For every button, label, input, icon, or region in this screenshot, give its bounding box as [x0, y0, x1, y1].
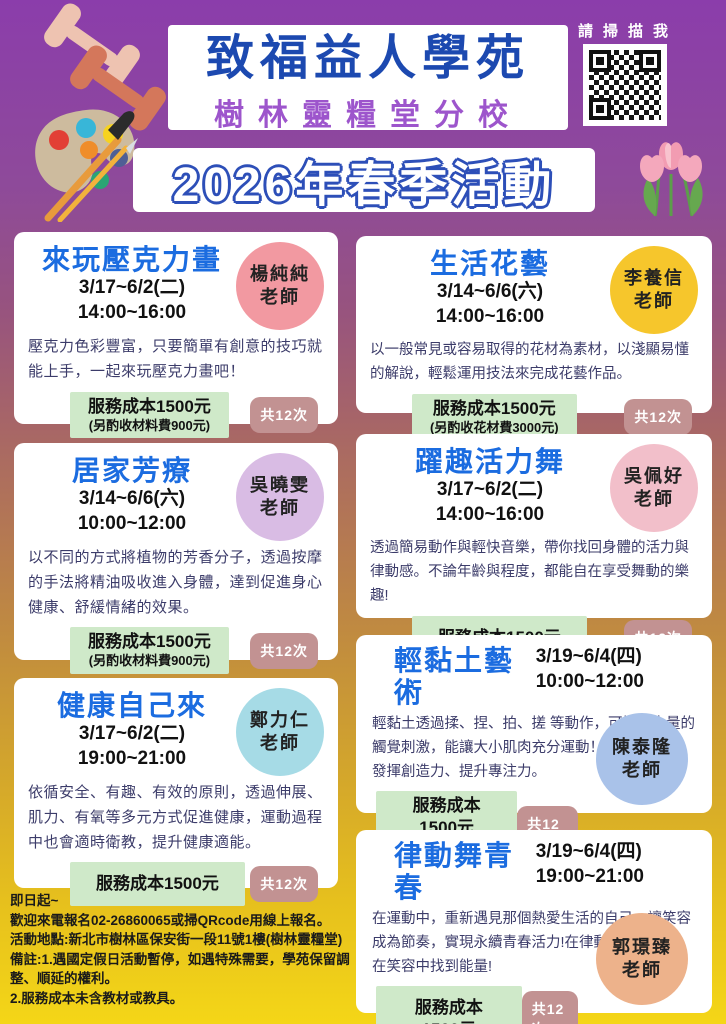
footer-line: 即日起~ — [10, 893, 59, 908]
qr-code — [583, 44, 667, 126]
course-time: 19:00~21:00 — [77, 747, 187, 769]
teacher-name: 楊純純 — [250, 263, 310, 284]
cost-box: 服務成本1500元 (另酌收材料費900元) — [70, 627, 229, 675]
footer-line: 活動地點:新北市樹林區保安街一段11號1樓(樹林靈糧堂) — [10, 932, 343, 948]
course-title: 律動舞青春 — [394, 840, 515, 904]
footer-line: 歡迎來電報名02-26860065或掃QRcode用線上報名。 — [10, 912, 331, 928]
course-time: 10:00~12:00 — [77, 512, 187, 534]
teacher-badge: 楊純純 老師 — [236, 242, 324, 330]
season-title-box: 2026年春季活動 — [133, 148, 595, 212]
scan-me-label: 請掃描我 — [578, 23, 679, 40]
course-time: 19:00~21:00 — [535, 865, 644, 887]
course-time: 10:00~12:00 — [535, 670, 644, 692]
dumbbell-icon — [70, 45, 166, 131]
course-description: 依循安全、有趣、有效的原則，透過伸展、肌力、有氧等多元方式促進健康，運動過程中也… — [28, 784, 323, 851]
course-date: 3/14~6/6(六) — [78, 488, 186, 510]
course-card-home-aromatherapy: 居家芳療 3/14~6/6(六) 10:00~12:00 吳曉雯 老師 以不同的… — [14, 443, 338, 675]
course-date: 3/19~6/4(四) — [535, 646, 642, 667]
qr-finder-icon — [589, 98, 611, 120]
course-description: 透過簡易動作與輕快音樂，帶你找回身體的活力與律動感。不論年齡與程度，都能自在享受… — [370, 540, 689, 604]
course-title: 躍趣活力舞 — [414, 446, 565, 477]
qr-finder-icon — [589, 50, 611, 72]
cost-amount: 服務成本1500元 — [414, 998, 483, 1024]
course-title: 居家芳療 — [71, 455, 192, 486]
course-description: 壓克力色彩豐富，只要簡單有創意的技巧就能上手，一起來玩壓克力畫吧！ — [28, 338, 323, 380]
course-card-rhythm-youth-dance: 律動舞青春 3/19~6/4(四) 19:00~21:00 在運動中，重新遇見那… — [356, 830, 712, 1024]
tulip-icon — [640, 142, 703, 217]
course-time: 14:00~16:00 — [77, 301, 187, 323]
teacher-suffix: 老師 — [622, 960, 662, 980]
teacher-name: 陳泰隆 — [612, 736, 672, 757]
course-date: 3/17~6/2(二) — [436, 479, 544, 501]
teacher-name: 郭璟臻 — [612, 936, 672, 957]
teacher-name: 李養信 — [624, 267, 684, 288]
school-name: 致福益人學苑 — [205, 32, 530, 85]
cost-note: (另酌收材料費900元) — [88, 653, 211, 669]
teacher-suffix: 老師 — [260, 733, 300, 753]
sessions-badge: 共12次 — [521, 991, 578, 1024]
cost-box: 服務成本1500元 (另酌收花材費3000元) — [412, 393, 577, 441]
course-date: 3/14~6/6(六) — [436, 281, 544, 303]
sessions-badge: 共12次 — [250, 396, 318, 433]
teacher-suffix: 老師 — [634, 291, 674, 311]
teacher-name: 吳曉雯 — [250, 474, 310, 495]
course-date: 3/17~6/2(二) — [78, 277, 186, 299]
course-datetime: 3/19~6/4(四) 19:00~21:00 — [536, 840, 644, 889]
teacher-name: 鄭力仁 — [250, 709, 310, 730]
course-datetime: 3/19~6/4(四) 10:00~12:00 — [536, 645, 644, 694]
teacher-suffix: 老師 — [260, 498, 300, 518]
cost-note: (另酌收花材費3000元) — [430, 419, 559, 435]
course-date: 3/19~6/4(四) — [535, 841, 642, 862]
qr-finder-icon — [639, 50, 661, 72]
sessions-badge: 共12次 — [250, 866, 318, 903]
teacher-badge: 李養信 老師 — [610, 246, 698, 334]
cost-box: 服務成本1500元 (另酌收材料費900元) — [70, 391, 229, 439]
course-title: 來玩壓克力畫 — [41, 244, 222, 275]
course-card-clay-art: 輕黏土藝術 3/19~6/4(四) 10:00~12:00 輕黏土透過揉、捏、拍… — [356, 635, 712, 878]
course-card-health-diy: 健康自己來 3/17~6/2(二) 19:00~21:00 鄭力仁 老師 依循安… — [14, 678, 338, 907]
sessions-badge: 共12次 — [624, 399, 692, 436]
teacher-badge: 郭璟臻 老師 — [596, 913, 688, 1005]
sessions-badge: 共12次 — [250, 632, 318, 669]
course-card-flower-art: 生活花藝 3/14~6/6(六) 14:00~16:00 李養信 老師 以一般常… — [356, 236, 712, 441]
footer-notes: 即日起~ 歡迎來電報名02-26860065或掃QRcode用線上報名。 活動地… — [10, 891, 360, 1008]
teacher-badge: 吳佩好 老師 — [610, 444, 698, 532]
course-description: 以不同的方式將植物的芳香分子，透過按摩的手法將精油吸收進入身體，達到促進身心健康… — [28, 549, 323, 616]
course-description: 以一般常見或容易取得的花材為素材，以淺顯易懂的解說，輕鬆運用技法來完成花藝作品。 — [370, 342, 689, 382]
footer-line: 備註:1.遇國定假日活動暫停，如遇特殊需要，學苑保留調整、順延的權利。 — [10, 951, 350, 987]
course-title: 生活花藝 — [429, 248, 550, 279]
teacher-name: 吳佩好 — [624, 465, 684, 486]
course-time: 14:00~16:00 — [435, 503, 545, 525]
footer-line: 2.服務成本未含教材或教具。 — [10, 990, 184, 1006]
course-title: 輕黏土藝術 — [394, 645, 515, 709]
cost-note: (另酌收材料費900元) — [88, 417, 211, 433]
course-title: 健康自己來 — [56, 690, 207, 721]
header-box: 致福益人學苑 樹林靈糧堂分校 — [168, 25, 568, 132]
cost-amount: 服務成本1500元 — [432, 398, 556, 418]
course-card-acrylic-painting: 來玩壓克力畫 3/17~6/2(二) 14:00~16:00 楊純純 老師 壓克… — [14, 232, 338, 439]
teacher-badge: 吳曉雯 老師 — [236, 453, 324, 541]
course-card-vitality-dance: 躍趣活力舞 3/17~6/2(二) 14:00~16:00 吳佩好 老師 透過簡… — [356, 434, 712, 660]
teacher-badge: 陳泰隆 老師 — [596, 713, 688, 805]
course-date: 3/17~6/2(二) — [78, 723, 186, 745]
cost-box: 服務成本1500元 — [376, 986, 522, 1024]
cost-amount: 服務成本1500元 — [96, 874, 219, 894]
teacher-badge: 鄭力仁 老師 — [236, 688, 324, 776]
season-title: 2026年春季活動 — [172, 159, 556, 212]
cost-box: 服務成本1500元 — [70, 862, 245, 907]
teacher-suffix: 老師 — [634, 489, 674, 509]
cost-amount: 服務成本1500元 — [88, 632, 211, 652]
palette-icon — [35, 109, 138, 222]
teacher-suffix: 老師 — [260, 287, 300, 307]
course-time: 14:00~16:00 — [435, 305, 545, 327]
cost-amount: 服務成本1500元 — [88, 396, 211, 416]
branch-name: 樹林靈糧堂分校 — [214, 98, 522, 132]
teacher-suffix: 老師 — [622, 760, 662, 780]
